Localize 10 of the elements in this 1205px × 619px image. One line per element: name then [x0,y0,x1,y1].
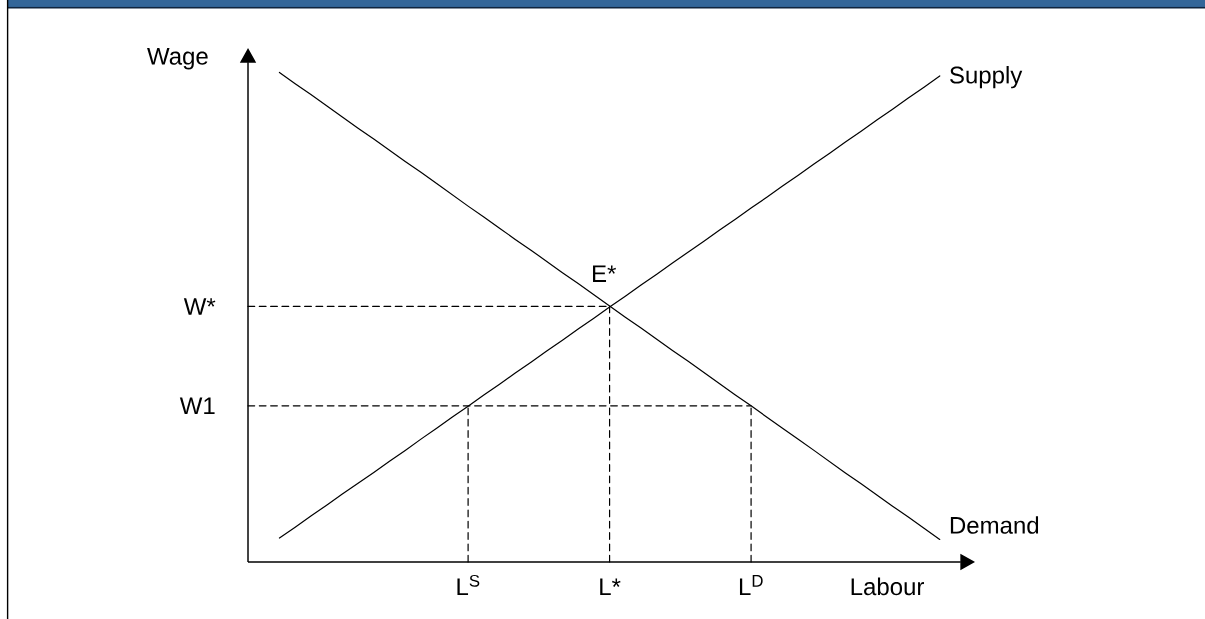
x-axis-title: Labour [851,577,924,596]
series-label: Supply [950,65,1023,89]
series-label: W* [183,298,216,315]
series-label: Demand [950,516,1039,534]
x-tick-label: L* [600,578,621,595]
x-tick-label: L$^{D}$ [739,575,763,595]
x-tick-label: L$^{S}$ [457,574,480,595]
series-label: W1 [179,397,215,415]
y-axis-title: Wage [147,47,208,70]
annotation: E* [593,265,617,282]
